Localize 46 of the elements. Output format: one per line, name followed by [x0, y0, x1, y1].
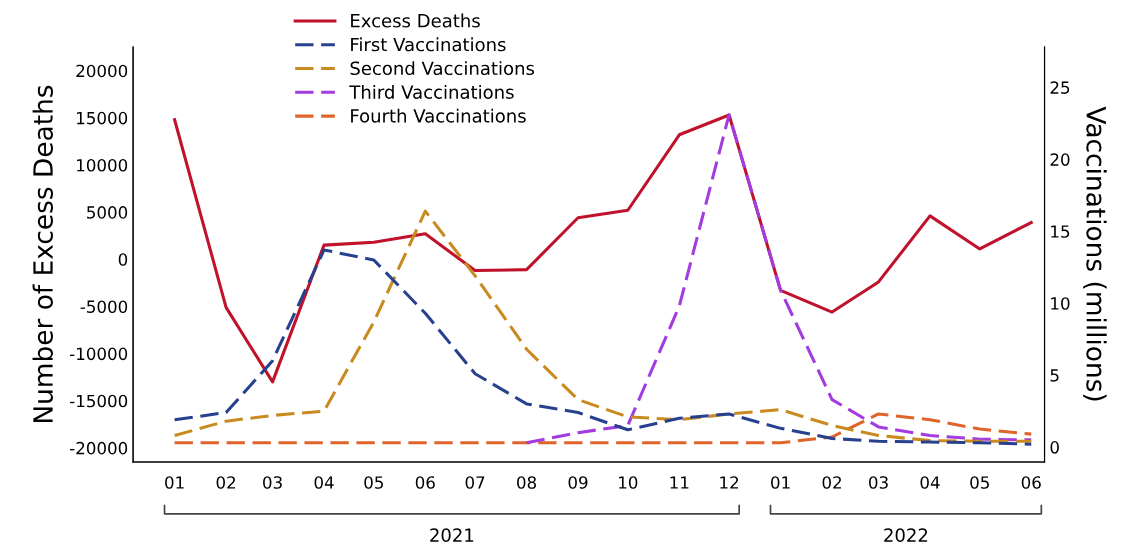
x-tick-label: 05 [970, 476, 989, 489]
x-tick-label: 06 [415, 476, 435, 489]
y-tick-label: -10000 [70, 347, 128, 361]
x-tick-label: 02 [822, 476, 841, 489]
y-tick-label: -15000 [70, 394, 128, 408]
x-tick-label: 05 [364, 476, 383, 489]
y2-tick-label: 15 [1051, 225, 1070, 238]
line-series [525, 113, 1033, 445]
y2-tick-label: 25 [1050, 81, 1070, 94]
x-tick-label: 11 [670, 476, 689, 489]
legend-label: First Vaccinations [351, 37, 506, 52]
y2-tick-label: 0 [1050, 441, 1059, 454]
y-tick-label: 5000 [87, 206, 128, 219]
x-tick-label: 07 [465, 476, 485, 489]
y2-tick-label: 20 [1050, 153, 1070, 166]
y-tick-label: 20000 [76, 64, 128, 78]
text: 2022 [884, 528, 928, 542]
x-tick-label: 12 [720, 476, 739, 489]
x-tick-label: 06 [1021, 476, 1041, 489]
x-tick-label: 10 [619, 476, 638, 489]
y2-tick-label: 5 [1050, 369, 1059, 382]
y-tick-label: 0 [118, 253, 128, 266]
line-series [173, 248, 1033, 446]
x-tick-label: 04 [920, 476, 940, 489]
y-axis-title: Number of Excess Deaths [32, 85, 53, 423]
legend-label: Excess Deaths [351, 13, 480, 28]
x-tick-label: 04 [314, 476, 334, 489]
y2-axis-title: Vaccinations (millions) [1083, 106, 1107, 401]
line-series [173, 209, 1033, 443]
y-tick-label: 10000 [77, 158, 128, 172]
x-tick-label: 01 [165, 476, 184, 489]
x-tick-label: 01 [771, 476, 790, 489]
y-tick-label: -5000 [80, 300, 128, 313]
line-series [173, 412, 1033, 445]
x-tick-label: 03 [263, 476, 282, 489]
legend-label: Second Vaccinations [350, 61, 535, 76]
x-tick-label: 02 [216, 476, 236, 489]
x-tick-label: 03 [869, 476, 888, 489]
x-tick-label: 08 [517, 476, 537, 489]
y-tick-label: 15000 [77, 111, 128, 125]
y-tick-label: -20000 [70, 441, 128, 455]
text: 2021 [430, 528, 474, 542]
legend-label: Fourth Vaccinations [351, 108, 526, 123]
y2-tick-label: 10 [1051, 297, 1070, 310]
legend-label: Third Vaccinations [349, 84, 514, 99]
x-tick-label: 09 [568, 476, 588, 489]
